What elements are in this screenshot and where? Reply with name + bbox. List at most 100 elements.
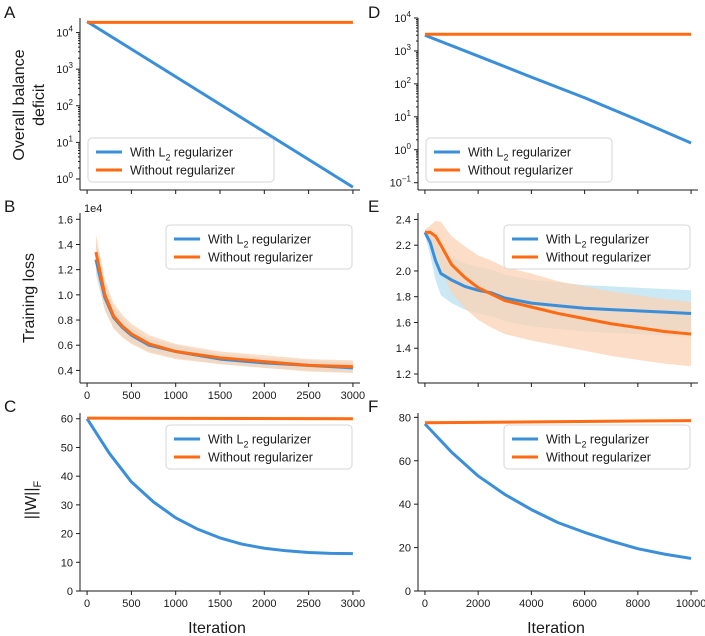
y-tick-label: 1.6 — [396, 317, 411, 329]
series-line-l2 — [94, 259, 353, 370]
y-axis-title-a: Overall balance deficit — [11, 49, 48, 160]
panel-b: B 1e4 Training loss 0.4 0.6 0.8 1.0 1.2 1.4 1.… — [4, 197, 365, 402]
legend-label-noreg: Without regularizer — [468, 164, 573, 178]
legend-label-noreg: Without regularizer — [546, 451, 651, 465]
panel-label-c: C — [4, 397, 16, 416]
legend-box — [165, 424, 353, 470]
panel-d: D 10−1 100 101 102 103 104 With L2 regularize… — [368, 3, 698, 194]
plot-area-c — [85, 416, 353, 556]
axes-e: 1.2 1.4 1.6 1.8 2.0 2.2 2.4 — [396, 213, 698, 387]
y-tick-label: 1.2 — [396, 369, 411, 381]
y-tick-label: 0.4 — [58, 365, 73, 377]
y-tick-label: 40 — [399, 499, 411, 511]
y-tick-label: 2.2 — [396, 240, 411, 252]
ylabel-line-1: Overall balance — [11, 49, 28, 160]
plot-area-f — [423, 419, 692, 560]
y-tick-label: 2.4 — [396, 214, 411, 226]
x-tick-label: 500 — [122, 390, 140, 402]
x-tick-label: 2000 — [466, 598, 490, 610]
y-tick-label: 50 — [61, 442, 73, 454]
plot-area-a — [86, 20, 354, 189]
x-axis-title-f: Iteration — [527, 620, 585, 636]
x-tick-label: 1500 — [208, 390, 232, 402]
y-tick-label: 1.0 — [58, 290, 73, 302]
y-tick-label: 1.2 — [58, 265, 73, 277]
x-tick-label: 2000 — [252, 390, 276, 402]
y-tick-label: 1.8 — [396, 292, 411, 304]
series-line-l2 — [86, 20, 354, 189]
x-tick-label: 6000 — [572, 598, 596, 610]
x-tick-label: 2500 — [296, 390, 320, 402]
y-tick-label: 104 — [394, 10, 411, 25]
legend-label-noreg: Without regularizer — [208, 251, 313, 265]
legend-box — [87, 137, 275, 183]
series-line-noreg — [94, 251, 353, 369]
legend-label-l2: With L2 regularizer — [546, 433, 649, 450]
y-tick-label: 1.4 — [396, 343, 411, 355]
y-tick-label: 101 — [56, 134, 73, 149]
x-tick-label: 500 — [122, 598, 140, 610]
y-tick-label: 101 — [394, 109, 411, 124]
legend-box — [503, 224, 691, 270]
series-line-noreg — [87, 416, 353, 421]
y-tick-label: 0 — [405, 586, 411, 598]
y-tick-label: 1.6 — [58, 214, 73, 226]
x-tick-label: 1000 — [163, 390, 187, 402]
x-tick-label: 0 — [84, 598, 90, 610]
series-line-noreg — [424, 230, 692, 336]
legend-box — [425, 137, 613, 183]
y-tick-label: 2.0 — [396, 266, 411, 278]
x-tick-label: 4000 — [519, 598, 543, 610]
legend-label-l2: With L2 regularizer — [208, 233, 311, 250]
x-tick-label: 1000 — [163, 598, 187, 610]
y-tick-label: 30 — [61, 500, 73, 512]
x-tick-label: 3000 — [341, 390, 365, 402]
y-tick-label: 20 — [61, 529, 73, 541]
axes-c: 0 10 20 30 40 50 60 0 500 1000 1500 2000 2500 3000 — [61, 413, 365, 610]
y-tick-label: 0 — [67, 586, 73, 598]
legend-label-l2: With L2 regularizer — [546, 233, 649, 250]
y-tick-label: 103 — [56, 61, 73, 76]
x-tick-label: 2500 — [296, 598, 320, 610]
panel-f: F Iteration 0 20 40 60 80 0 2000 4000 6000 8000 10… — [368, 397, 705, 636]
y-tick-label: 60 — [61, 414, 73, 426]
panel-c: C ||W||F Iteration 0 10 20 30 40 50 60 0 500 1000… — [4, 397, 365, 636]
legend-label-l2: With L2 regularizer — [468, 146, 571, 163]
y-tick-label: 102 — [394, 76, 411, 91]
x-tick-label: 10000 — [676, 598, 705, 610]
legend-box — [503, 424, 691, 470]
panel-label-e: E — [368, 197, 379, 216]
x-tick-label: 8000 — [626, 598, 650, 610]
offset-text-b: 1e4 — [84, 203, 102, 215]
y-tick-label: 10 — [61, 557, 73, 569]
legend-label-l2: With L2 regularizer — [130, 146, 233, 163]
series-line-l2 — [424, 33, 692, 145]
plot-area-b — [94, 234, 353, 373]
x-axis-title-c: Iteration — [188, 620, 246, 636]
panel-a: A Overall balance deficit 100 101 102 103 10… — [4, 3, 360, 194]
axes-d: 10−1 100 101 102 103 104 — [390, 10, 698, 194]
x-tick-label: 2000 — [252, 598, 276, 610]
y-axis-title-b: Training loss — [21, 253, 38, 343]
y-tick-label: 20 — [399, 543, 411, 555]
ylabel-line-2: deficit — [31, 84, 48, 126]
x-tick-label: 0 — [84, 390, 90, 402]
y-tick-label: 100 — [56, 171, 73, 186]
legend-box — [165, 224, 353, 270]
series-line-l2 — [423, 231, 692, 315]
panel-label-f: F — [368, 397, 378, 416]
legend-label-noreg: Without regularizer — [130, 164, 235, 178]
y-tick-label: 100 — [394, 142, 411, 157]
y-tick-label: 0.8 — [58, 315, 73, 327]
y-tick-label: 10−1 — [390, 175, 412, 190]
plot-area-d — [424, 32, 692, 145]
x-tick-label: 0 — [422, 598, 428, 610]
panel-label-a: A — [4, 3, 16, 22]
y-tick-label: 60 — [399, 456, 411, 468]
x-tick-label: 1500 — [208, 598, 232, 610]
y-tick-label: 40 — [61, 471, 73, 483]
